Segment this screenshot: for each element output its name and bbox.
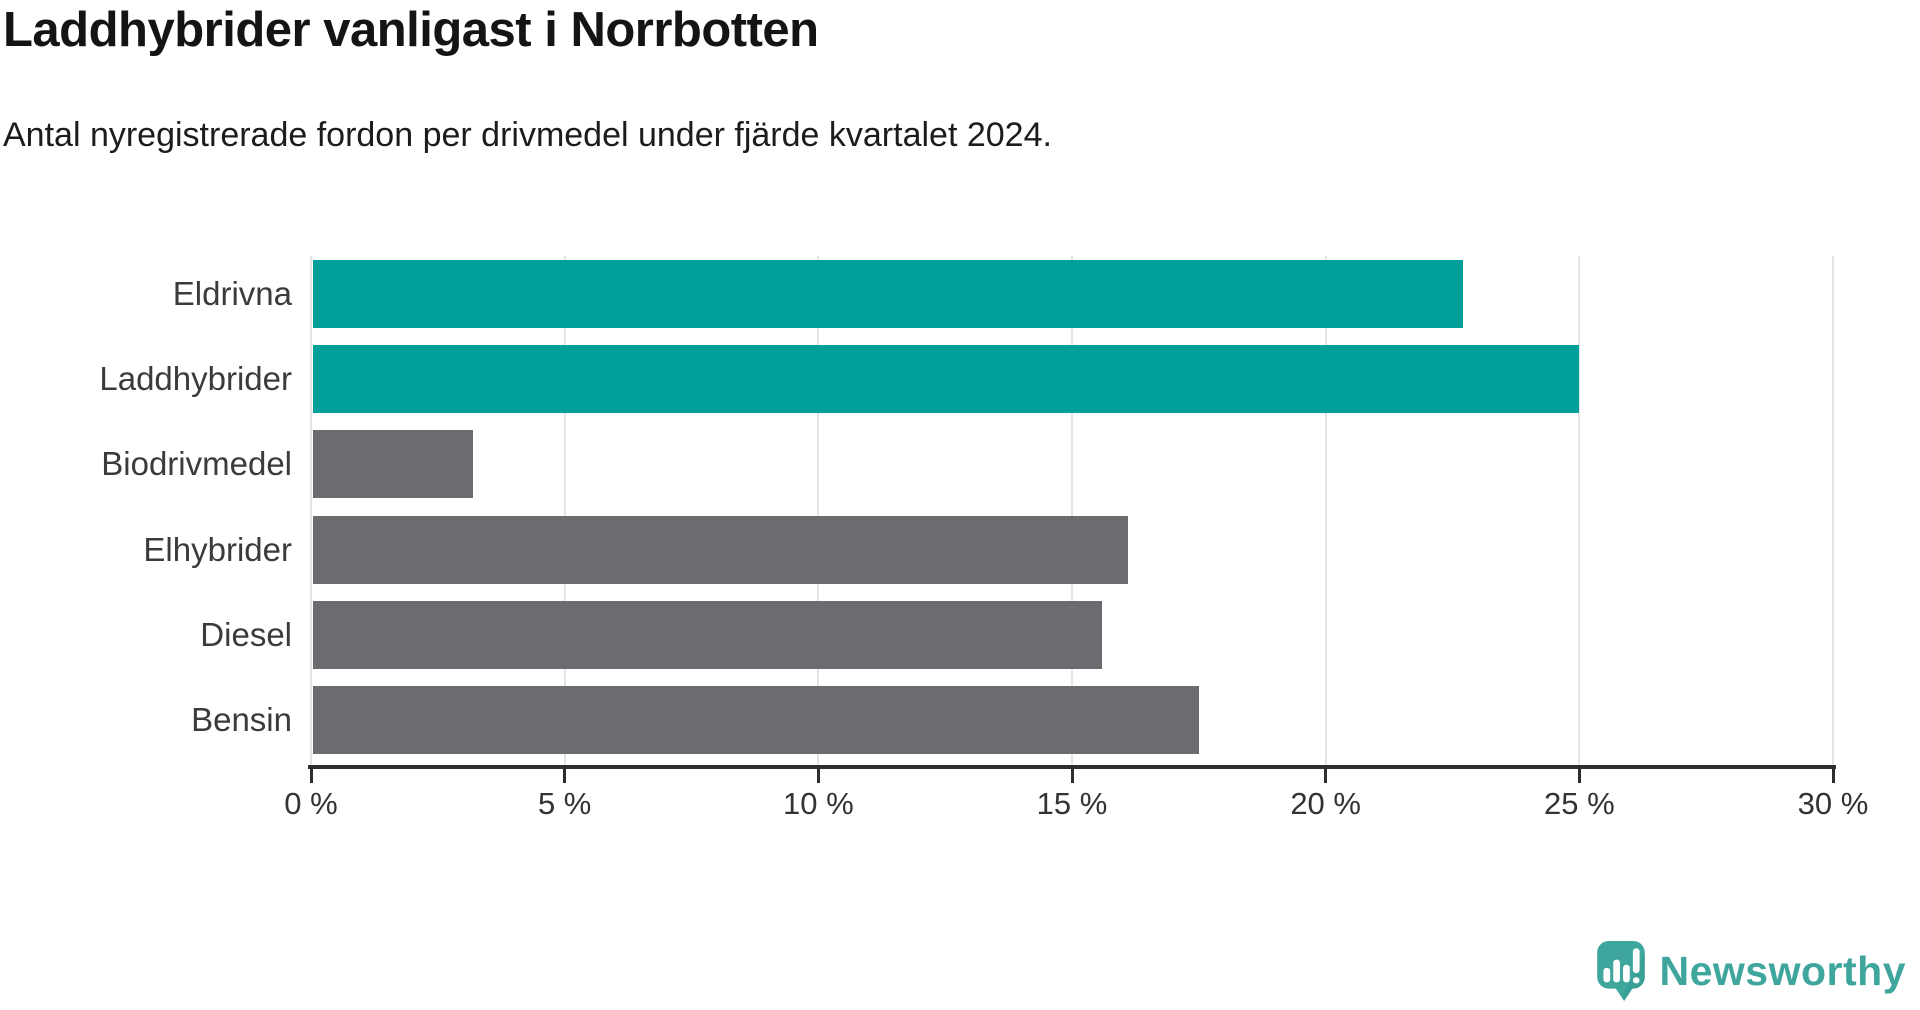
bar-laddhybrider bbox=[313, 345, 1580, 414]
newsworthy-logo-text: Newsworthy bbox=[1659, 947, 1906, 994]
category-label-eldrivna: Eldrivna bbox=[172, 275, 292, 312]
x-axis-tick-10 bbox=[816, 769, 820, 783]
gridline-15 bbox=[1071, 256, 1073, 767]
bar-elhybrider bbox=[313, 515, 1128, 584]
gridline-10 bbox=[817, 256, 820, 767]
gridline-5 bbox=[563, 256, 566, 767]
category-label-diesel: Diesel bbox=[200, 615, 292, 653]
x-axis-tick-25 bbox=[1577, 769, 1581, 783]
chart-subtitle: Antal nyregistrerade fordon per drivmede… bbox=[3, 116, 1052, 154]
gridline-30 bbox=[1832, 256, 1834, 767]
x-axis-tick-label-30: 30 % bbox=[1797, 786, 1869, 821]
category-label-bensin: Bensin bbox=[191, 701, 292, 738]
bar-row-biodrivmedel bbox=[311, 430, 1833, 499]
chart-title: Laddhybrider vanligast i Norrbotten bbox=[3, 3, 819, 57]
bar-eldrivna bbox=[313, 260, 1463, 328]
bar-bensin bbox=[313, 686, 1199, 754]
x-axis-tick-label-10: 10 % bbox=[782, 786, 854, 821]
gridline-25 bbox=[1578, 256, 1581, 767]
bar-row-elhybrider bbox=[311, 515, 1833, 584]
x-axis-tick-label-20: 20 % bbox=[1290, 786, 1361, 821]
bar-row-eldrivna bbox=[311, 260, 1833, 328]
bar-diesel bbox=[313, 600, 1103, 669]
x-axis-tick-label-0: 0 % bbox=[284, 786, 338, 821]
x-axis-tick-5 bbox=[563, 769, 567, 783]
x-axis-tick-label-15: 15 % bbox=[1036, 786, 1108, 821]
x-axis-line bbox=[308, 765, 1836, 769]
bar-row-bensin bbox=[311, 686, 1833, 754]
plot-area bbox=[310, 256, 1834, 767]
x-axis-tick-20 bbox=[1324, 769, 1328, 783]
x-axis-tick-label-25: 25 % bbox=[1543, 786, 1615, 821]
gridline-20 bbox=[1324, 256, 1327, 767]
x-axis-tick-30 bbox=[1831, 769, 1835, 783]
category-label-biodrivmedel: Biodrivmedel bbox=[101, 445, 292, 483]
x-axis-tick-label-5: 5 % bbox=[537, 786, 592, 821]
bar-row-diesel bbox=[311, 600, 1833, 669]
newsworthy-logo-icon bbox=[1596, 941, 1645, 1001]
gridline-0 bbox=[310, 256, 312, 767]
category-label-elhybrider: Elhybrider bbox=[143, 530, 292, 568]
bar-biodrivmedel bbox=[313, 430, 474, 499]
category-label-laddhybrider: Laddhybrider bbox=[99, 360, 292, 398]
branding: Newsworthy bbox=[1596, 940, 1907, 1002]
x-axis-tick-15 bbox=[1070, 769, 1074, 783]
x-axis-tick-0 bbox=[309, 769, 313, 783]
bar-row-laddhybrider bbox=[311, 345, 1833, 414]
